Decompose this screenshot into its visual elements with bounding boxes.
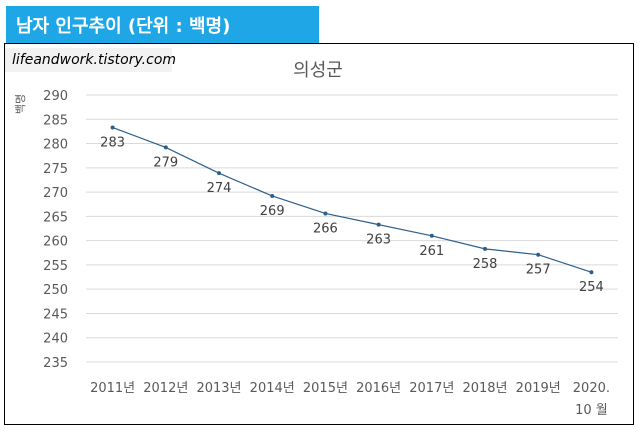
data-point — [323, 211, 328, 216]
y-tick-label: 245 — [43, 307, 68, 322]
data-point — [589, 270, 594, 275]
data-point — [376, 222, 381, 227]
y-tick-label: 260 — [43, 235, 68, 250]
y-tick-label: 265 — [43, 210, 68, 225]
data-label: 261 — [419, 244, 444, 259]
data-point — [483, 246, 487, 251]
chart-title: 의성군 — [293, 60, 343, 81]
y-tick-label: 250 — [43, 283, 68, 298]
y-tick-label: 290 — [43, 89, 68, 104]
x-tick-label: 2020. 10 월 — [573, 381, 610, 418]
data-point — [163, 145, 168, 150]
data-point — [217, 171, 221, 176]
watermark-label: lifeandwork.tistory.com — [5, 48, 176, 72]
data-label: 283 — [100, 136, 125, 151]
data-labels: 283 279 274 269 266 263 261 258 257 254 — [100, 136, 604, 296]
gridlines — [86, 94, 618, 363]
y-tick-label: 285 — [43, 113, 68, 128]
x-tick-labels: 2011년 2012년 2013년 2014년 2015년 2016년 2017년 2018년… — [90, 381, 610, 418]
data-label: 263 — [366, 233, 391, 248]
data-label: 279 — [153, 155, 178, 170]
data-label: 258 — [473, 257, 498, 272]
x-tick-label: 2019년 — [516, 381, 561, 396]
data-label: 269 — [260, 204, 285, 219]
series-line — [112, 126, 592, 273]
x-tick-label: 2013년 — [196, 381, 241, 396]
data-points — [110, 125, 594, 275]
data-label: 266 — [313, 221, 338, 236]
data-point — [270, 193, 275, 198]
data-point — [429, 233, 434, 238]
x-tick-label: 2014년 — [250, 381, 295, 396]
data-label: 257 — [526, 263, 551, 278]
data-label: 254 — [579, 280, 604, 295]
y-tick-label: 270 — [43, 186, 68, 201]
y-tick-label: 255 — [43, 259, 68, 274]
x-tick-label: 2016년 — [356, 381, 401, 396]
y-axis-label: 백명 — [14, 94, 27, 114]
chart-frame — [4, 43, 634, 425]
x-tick-label: 2015년 — [303, 381, 348, 396]
x-tick-label: 2018년 — [462, 381, 507, 396]
x-tick-label: 2012년 — [143, 381, 188, 396]
data-point — [110, 125, 115, 130]
x-tick-label: 2011년 — [90, 381, 135, 396]
x-tick-label: 2017년 — [409, 381, 454, 396]
data-point — [536, 252, 541, 257]
y-tick-label: 275 — [43, 162, 68, 177]
y-tick-label: 235 — [43, 356, 68, 371]
y-tick-labels: 235 240 245 250 255 260 265 270 275 280 285 290 — [43, 89, 68, 371]
chart-banner-title: 남자 인구추이 (단위 : 백명) — [6, 6, 319, 43]
data-label: 274 — [207, 181, 232, 196]
y-tick-label: 240 — [43, 332, 68, 347]
y-tick-label: 280 — [43, 138, 68, 153]
